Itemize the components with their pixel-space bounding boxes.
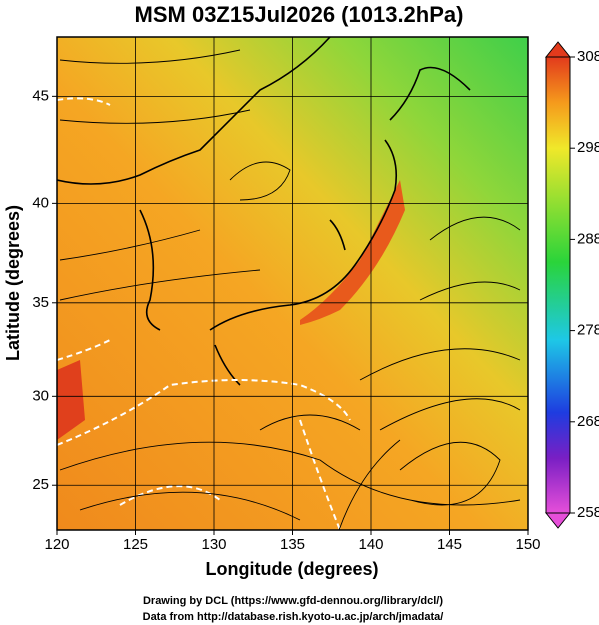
colorbar-tick-label: 288 xyxy=(577,230,599,247)
y-tick-label: 40 xyxy=(32,194,49,211)
colorbar-tick-label: 278 xyxy=(577,322,599,339)
x-tick-label: 135 xyxy=(280,536,305,553)
y-tick-label: 30 xyxy=(32,387,49,404)
x-tick-label: 145 xyxy=(437,536,462,553)
y-tick-label: 45 xyxy=(32,87,49,104)
colorbar-top-arrow xyxy=(544,41,572,58)
x-tick-label: 140 xyxy=(358,536,383,553)
colorbar-tick-label: 298 xyxy=(577,139,599,156)
credit: Drawing by DCL (https://www.gfd-dennou.o… xyxy=(143,595,443,607)
x-tick-label: 120 xyxy=(44,536,69,553)
x-axis-label: Longitude (degrees) xyxy=(205,559,378,579)
colorbar-bottom-arrow xyxy=(544,512,572,529)
x-tick-label: 150 xyxy=(515,536,540,553)
colorbar-tick-label: 268 xyxy=(577,413,599,430)
credit: Data from http://database.rish.kyoto-u.a… xyxy=(143,611,444,623)
y-tick-label: 35 xyxy=(32,294,49,311)
x-tick-label: 125 xyxy=(123,536,148,553)
y-axis-label: Latitude (degrees) xyxy=(3,205,23,361)
colorbar xyxy=(545,56,571,514)
colorbar-tick-label: 308 xyxy=(577,48,599,65)
y-tick-label: 25 xyxy=(32,476,49,493)
colorbar-tick-label: 258 xyxy=(577,504,599,521)
title: MSM 03Z15Jul2026 (1013.2hPa) xyxy=(135,2,464,27)
x-tick-label: 130 xyxy=(201,536,226,553)
